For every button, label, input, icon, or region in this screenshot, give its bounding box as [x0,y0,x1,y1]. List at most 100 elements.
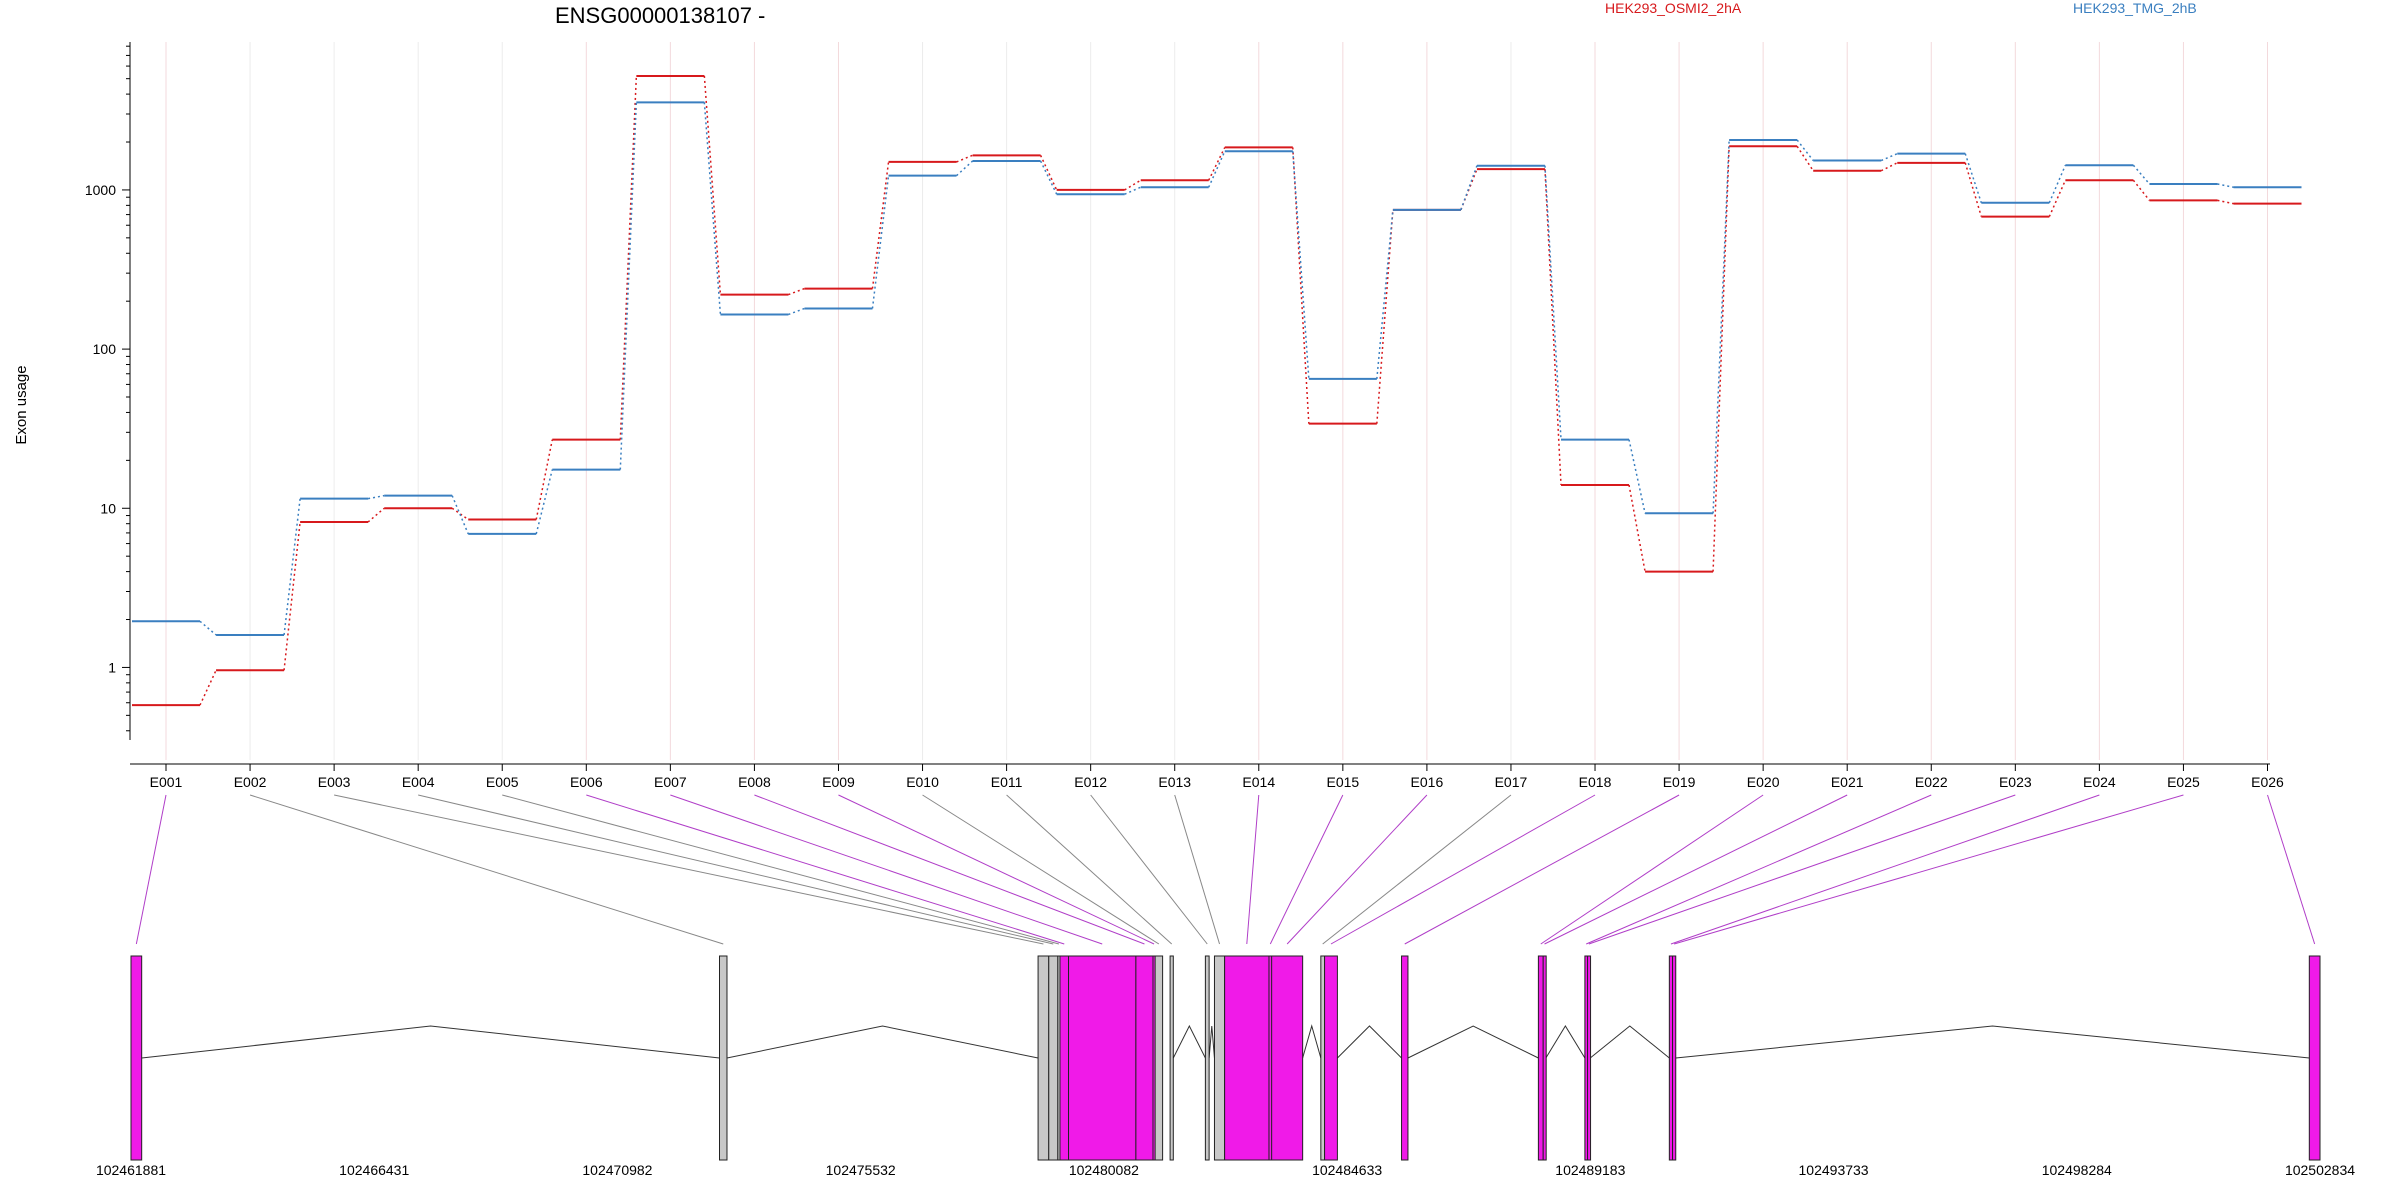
exon-connector [1588,794,2016,945]
series-connector [199,620,217,636]
series-connector [1964,153,1983,204]
genomic-coordinate-label: 102466431 [339,1162,409,1178]
series-connector [703,75,722,295]
exon-box [1169,955,1174,1161]
exon-connector [1090,794,1208,945]
series-connector [2217,183,2234,188]
x-tick-label: E004 [402,774,435,790]
genomic-coordinate-label: 102489183 [1555,1162,1625,1178]
exon-connector [502,794,1060,945]
y-axis-label: Exon usage [13,365,30,444]
grid-lines [165,42,2268,760]
exon-box [1324,955,1338,1161]
series-connector [1628,484,1646,572]
series-connector [1964,162,1983,217]
series-connector [788,287,805,296]
intron-line [1172,1024,1206,1059]
intron-line [1208,1025,1215,1059]
x-tick-label: E015 [1326,774,1359,790]
x-tick-label: E026 [2251,774,2284,790]
x-tick-label: E020 [1747,774,1780,790]
x-tick-label: E014 [1242,774,1275,790]
series-connector [1124,179,1142,191]
x-tick-label: E003 [318,774,351,790]
genomic-coordinate-label: 102470982 [582,1162,652,1178]
x-tick-label: E013 [1158,774,1191,790]
intron-line [141,1025,720,1059]
legend-entry-tmg: HEK293_TMG_2hB [2073,0,2197,16]
series-connector [451,495,469,535]
exon-box [2308,955,2321,1161]
series-connector [1880,162,1898,172]
chart-title: ENSG00000138107 - [555,3,765,28]
genomic-coordinate-label: 102484633 [1312,1162,1382,1178]
intron-line [1589,1025,1670,1059]
exon-connector [1246,794,1260,945]
intron-line [1337,1025,1402,1059]
y-tick-label: 1 [108,659,116,675]
exon-connector [135,794,167,945]
x-tick-label: E009 [822,774,855,790]
series-connector [1712,146,1730,572]
exon-box [130,955,143,1161]
exon-connector [838,794,1155,945]
genomic-coordinate-label: 102461881 [96,1162,166,1178]
series-connector [2217,199,2234,205]
genomic-coordinate-label: 102493733 [1799,1162,1869,1178]
x-tick-label: E025 [2167,774,2200,790]
exon-box [1587,955,1592,1161]
exon-box [1401,955,1409,1161]
exon-connector [1586,794,1932,945]
series-connector [1796,145,1814,172]
series-connector [1376,209,1394,424]
x-tick-label: E018 [1579,774,1612,790]
series-connector [1039,160,1058,195]
exon-box [1048,955,1059,1161]
exon-connector [249,794,724,945]
series-connector [1292,147,1310,424]
x-tick-label: E007 [654,774,687,790]
x-tick-label: E001 [150,774,183,790]
exon-box [1224,955,1270,1161]
exon-connector [1544,794,1848,945]
x-tick-label: E017 [1495,774,1528,790]
exon-connector [1322,794,1512,945]
gene-model: 102461881 102466431 102470982 102475532 1024… [96,955,2355,1178]
series-connector [788,307,805,316]
exon-connector [1269,794,1344,945]
exon-connectors [135,794,2316,945]
series-connector [1460,165,1478,211]
exon-box [1204,955,1210,1161]
intron-line [1545,1025,1586,1059]
exon-box [1213,955,1226,1161]
genomic-coordinate-label: 102475532 [826,1162,896,1178]
y-tick-label: 100 [93,341,117,357]
x-tick-label: E023 [1999,774,2032,790]
series-connector [1039,155,1058,191]
series-connector [367,494,385,500]
exon-connector [1330,794,1596,945]
x-tick-label: E010 [906,774,939,790]
series-connector [451,507,469,521]
series-connector [1712,139,1730,514]
genomic-coordinate-label: 102498284 [2042,1162,2112,1178]
exon-box [1059,955,1070,1161]
series-connector [1796,139,1814,161]
series-connector [1544,165,1562,440]
exon-box [1320,955,1326,1161]
series-connector [2048,164,2067,204]
series-connector [2132,179,2151,201]
x-tick-label: E005 [486,774,519,790]
series-connector [1124,186,1142,195]
exon-box [1037,955,1050,1161]
series-connector [619,102,638,470]
series-connector [199,669,217,706]
x-tick-label: E011 [991,774,1023,790]
x-tick-label: E006 [570,774,603,790]
exon-connector [1670,794,2100,945]
series-connector [367,507,385,523]
exon-box [1068,955,1137,1161]
exon-connector [334,794,1044,945]
series-connector [535,439,554,520]
